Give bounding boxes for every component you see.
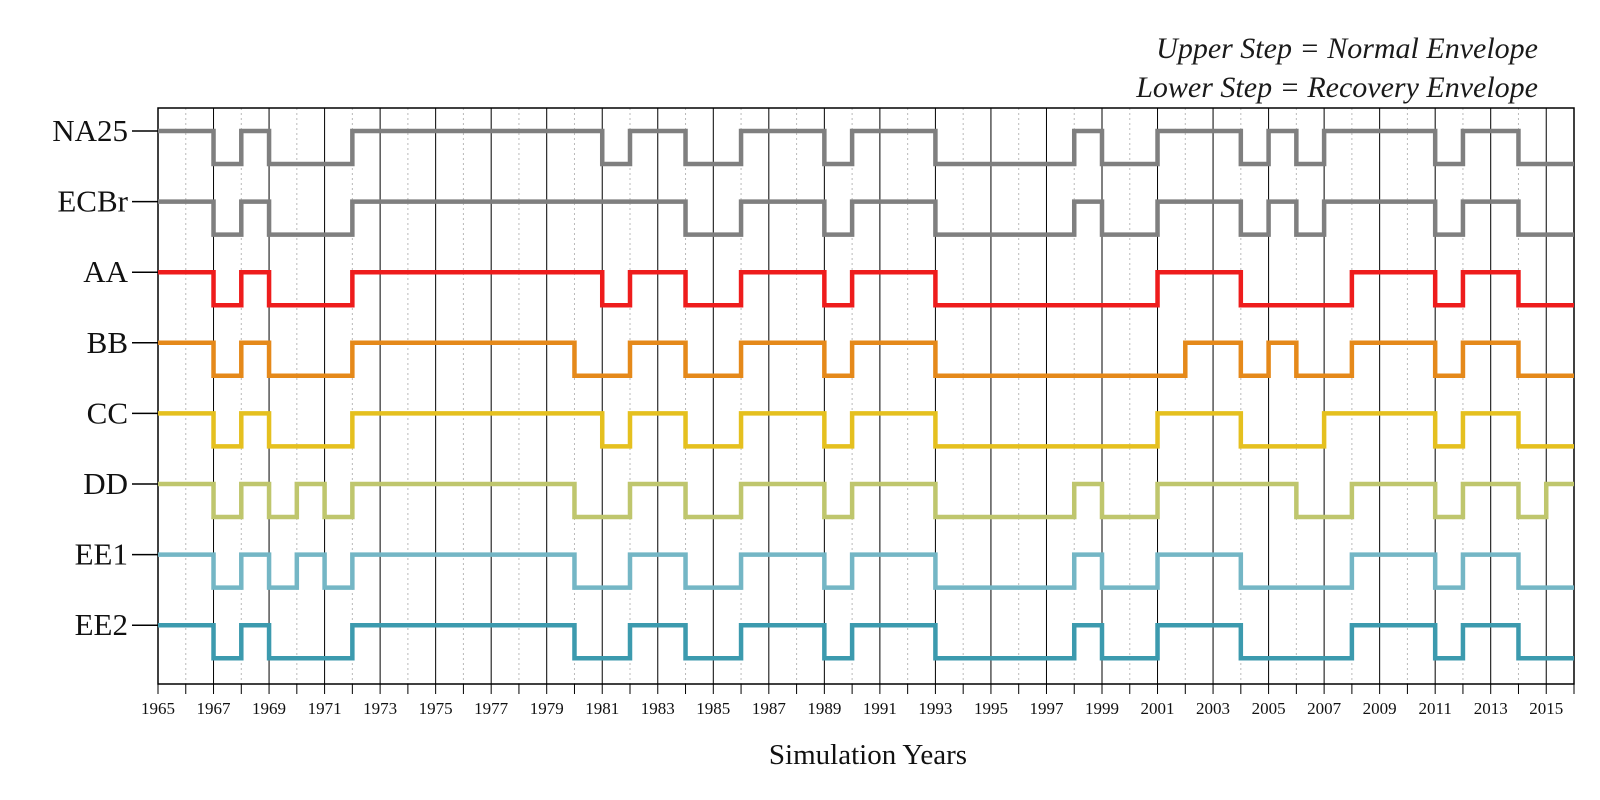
x-tick-label: 1973	[363, 699, 397, 718]
series-line-dd	[158, 481, 1574, 520]
x-tick-label: 1999	[1085, 699, 1119, 718]
x-tick-label: 2007	[1307, 699, 1342, 718]
y-tick-label-na25: NA25	[52, 113, 128, 148]
y-tick-label-ee1: EE1	[75, 537, 128, 572]
y-tick-label-aa: AA	[83, 254, 128, 289]
y-tick-label-cc: CC	[87, 395, 128, 430]
x-tick-label: 1975	[419, 699, 453, 718]
x-tick-label: 1997	[1029, 699, 1064, 718]
x-tick-label: 2005	[1252, 699, 1286, 718]
y-tick-label-ee2: EE2	[75, 607, 128, 642]
x-tick-label: 1971	[308, 699, 342, 718]
y-tick-label-ecbr: ECBr	[57, 184, 128, 219]
series-line-cc	[158, 411, 1574, 449]
x-tick-label: 1989	[807, 699, 841, 718]
x-tick-label: 1983	[641, 699, 675, 718]
x-tick-label: 2011	[1418, 699, 1451, 718]
x-tick-label: 1967	[197, 699, 232, 718]
x-tick-label: 2009	[1363, 699, 1397, 718]
y-tick-label-bb: BB	[87, 325, 128, 360]
x-tick-label: 1979	[530, 699, 564, 718]
x-tick-label: 2001	[1141, 699, 1175, 718]
x-tick-label: 1991	[863, 699, 897, 718]
series-line-ecbr	[158, 199, 1574, 237]
x-tick-label: 1965	[141, 699, 175, 718]
annotation-upper-step: Upper Step = Normal Envelope	[1156, 32, 1538, 65]
x-tick-label: 1987	[752, 699, 787, 718]
series-lines	[158, 128, 1574, 661]
series-line-na25	[158, 128, 1574, 167]
x-tick-label: 1969	[252, 699, 286, 718]
plot-frame	[157, 107, 1575, 685]
x-tick-label: 1993	[918, 699, 952, 718]
annotation-lower-step: Lower Step = Recovery Envelope	[1136, 71, 1538, 104]
x-tick-label: 1985	[696, 699, 730, 718]
x-tick-label: 1995	[974, 699, 1008, 718]
x-tick-label: 1981	[585, 699, 619, 718]
y-axis: NA25 ECBr AA BB CC DD EE1 EE2	[52, 113, 158, 642]
series-line-ee1	[158, 552, 1574, 590]
x-axis: 1965 1967 1969 1971 1973 1975 1977 1979 1981 1983…	[141, 684, 1575, 718]
x-tick-label: 2003	[1196, 699, 1230, 718]
series-line-bb	[158, 340, 1574, 379]
y-tick-label-dd: DD	[83, 466, 128, 501]
x-axis-title: Simulation Years	[769, 739, 967, 771]
gridlines	[185, 108, 1547, 684]
x-tick-label: 2015	[1529, 699, 1563, 718]
series-line-aa	[158, 269, 1574, 308]
x-tick-label: 2013	[1474, 699, 1508, 718]
plot-border	[157, 107, 1575, 685]
x-tick-label: 1977	[474, 699, 509, 718]
series-line-ee2	[158, 622, 1574, 661]
